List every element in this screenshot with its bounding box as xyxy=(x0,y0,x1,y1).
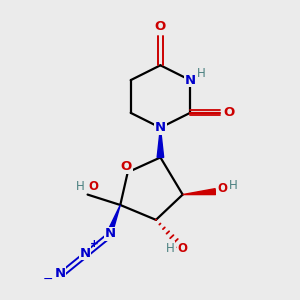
Polygon shape xyxy=(106,205,120,237)
Text: H: H xyxy=(229,179,238,192)
Text: H: H xyxy=(197,67,206,80)
Text: H: H xyxy=(76,180,85,193)
Text: N: N xyxy=(104,227,116,240)
Text: O: O xyxy=(88,180,98,193)
Text: O: O xyxy=(217,182,227,195)
Text: −: − xyxy=(43,273,54,286)
Text: O: O xyxy=(155,20,166,33)
Text: N: N xyxy=(184,74,196,87)
Text: N: N xyxy=(80,247,91,260)
Text: O: O xyxy=(121,160,132,173)
Text: H: H xyxy=(166,242,175,255)
Text: +: + xyxy=(90,239,98,249)
Polygon shape xyxy=(157,128,164,158)
Text: N: N xyxy=(55,267,66,280)
Polygon shape xyxy=(183,189,216,195)
Text: O: O xyxy=(223,106,234,119)
Text: N: N xyxy=(155,121,166,134)
Text: O: O xyxy=(178,242,188,255)
